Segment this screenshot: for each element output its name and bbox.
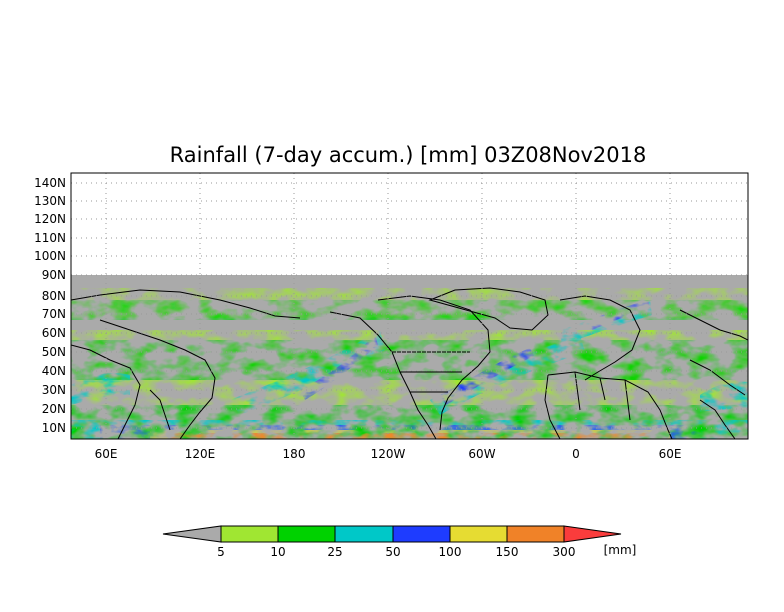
lat-label: 140N <box>34 176 66 190</box>
lat-label: 130N <box>34 194 66 208</box>
latitude-labels: 140N 130N 120N 110N 100N 90N 80N 70N 60N… <box>34 176 66 435</box>
colorbar: 5 10 25 50 100 150 300 [mm] <box>162 525 637 559</box>
lon-label: 120W <box>371 447 406 461</box>
lat-label: 100N <box>34 249 66 263</box>
rainfall-shading <box>71 288 748 439</box>
colorbar-tick: 10 <box>270 545 285 559</box>
colorbar-unit: [mm] <box>604 543 637 557</box>
map-title: Rainfall (7-day accum.) [mm] 03Z08Nov201… <box>170 143 647 167</box>
colorbar-tick: 150 <box>496 545 519 559</box>
lon-label: 120E <box>185 447 216 461</box>
colorbar-tick: 300 <box>553 545 576 559</box>
plot-frame <box>70 172 749 440</box>
colorbar-tick: 25 <box>327 545 342 559</box>
colorbar-low-arrow <box>162 525 222 543</box>
lon-label: 0 <box>572 447 580 461</box>
lat-label: 60N <box>42 326 66 340</box>
colorbar-segment <box>277 525 336 543</box>
lat-label: 40N <box>42 364 66 378</box>
lat-label: 80N <box>42 289 66 303</box>
colorbar-segment <box>392 525 451 543</box>
colorbar-tick: 5 <box>217 545 225 559</box>
lon-label: 60W <box>468 447 495 461</box>
colorbar-tick: 50 <box>385 545 400 559</box>
lon-label: 60E <box>95 447 118 461</box>
colorbar-high-arrow <box>563 525 622 543</box>
lat-label: 20N <box>42 402 66 416</box>
colorbar-segment <box>449 525 508 543</box>
longitude-labels: 60E 120E 180 120W 60W 0 60E <box>95 447 682 461</box>
colorbar-segment <box>334 525 394 543</box>
lat-label: 70N <box>42 307 66 321</box>
lat-label: 110N <box>34 231 66 245</box>
lon-label: 180 <box>283 447 306 461</box>
lat-label: 30N <box>42 383 66 397</box>
lat-label: 90N <box>42 268 66 282</box>
colorbar-tick: 100 <box>439 545 462 559</box>
lat-label: 10N <box>42 421 66 435</box>
lat-label: 50N <box>42 345 66 359</box>
lon-label: 60E <box>659 447 682 461</box>
colorbar-segment <box>220 525 279 543</box>
lat-label: 120N <box>34 212 66 226</box>
colorbar-segment <box>506 525 565 543</box>
